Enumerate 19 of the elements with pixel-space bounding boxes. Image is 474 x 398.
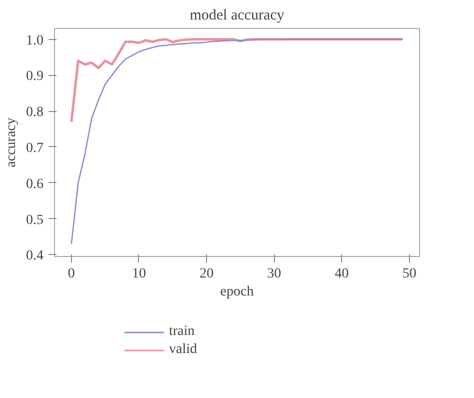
y-tick-label: 0.5 [26, 212, 44, 228]
chart-title: model accuracy [190, 8, 285, 24]
x-axis-title: epoch [220, 284, 254, 300]
y-tick-label: 0.8 [26, 105, 44, 120]
y-axis-title: accuracy [4, 118, 19, 168]
x-tick-label: 10 [132, 266, 146, 282]
x-tick-label: 0 [68, 266, 75, 282]
y-tick-label: 1.0 [26, 33, 44, 48]
y-tick-label: 0.4 [26, 248, 44, 264]
legend-label: train [169, 323, 195, 341]
x-tick-label: 50 [402, 266, 416, 282]
x-tick-label: 30 [267, 266, 282, 282]
line-series [70, 38, 404, 245]
x-tick-label: 20 [200, 266, 214, 282]
y-tick-label: 0.9 [26, 69, 44, 84]
y-tick-label: 0.7 [26, 140, 44, 156]
y-tick-label: 0.6 [26, 176, 44, 192]
legend-label: valid [169, 341, 197, 359]
x-tick-label: 40 [334, 266, 349, 282]
